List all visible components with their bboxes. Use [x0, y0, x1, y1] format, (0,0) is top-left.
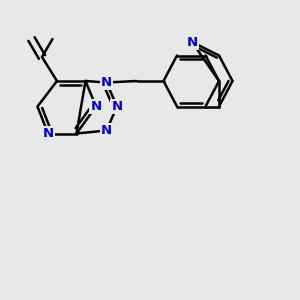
Text: N: N: [111, 100, 123, 113]
Text: N: N: [90, 100, 102, 113]
Text: N: N: [42, 127, 54, 140]
Text: N: N: [101, 76, 112, 89]
Text: N: N: [186, 35, 198, 49]
Text: N: N: [101, 124, 112, 137]
